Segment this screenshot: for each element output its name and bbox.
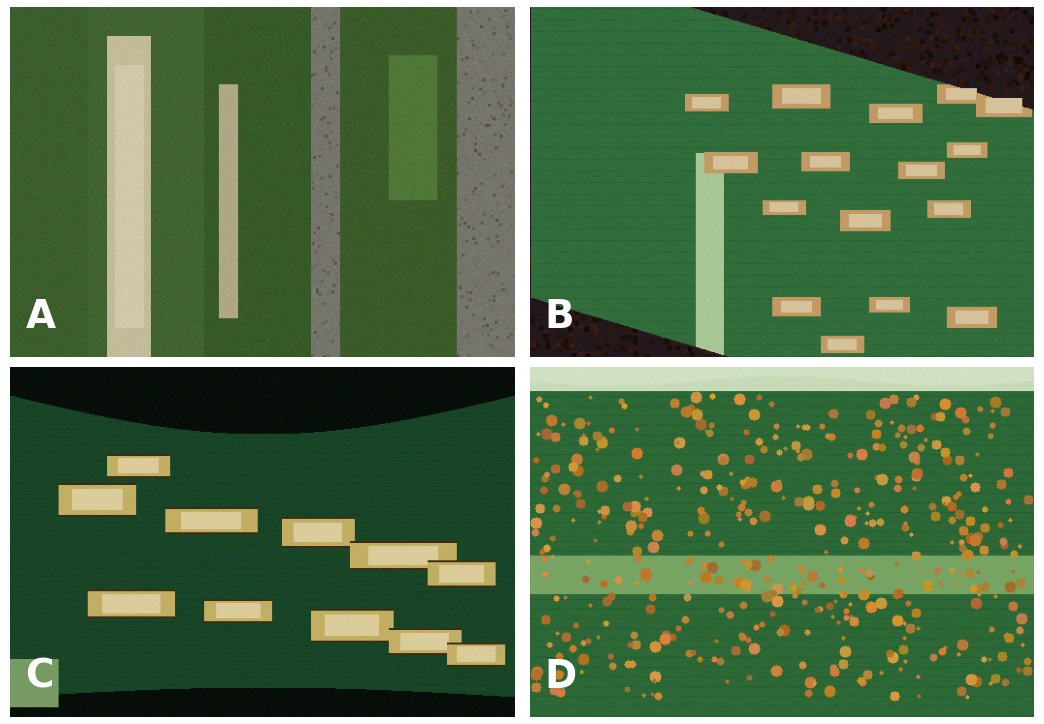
Text: D: D: [545, 658, 577, 696]
Text: C: C: [25, 658, 54, 696]
Text: B: B: [545, 298, 574, 336]
Text: A: A: [25, 298, 55, 336]
